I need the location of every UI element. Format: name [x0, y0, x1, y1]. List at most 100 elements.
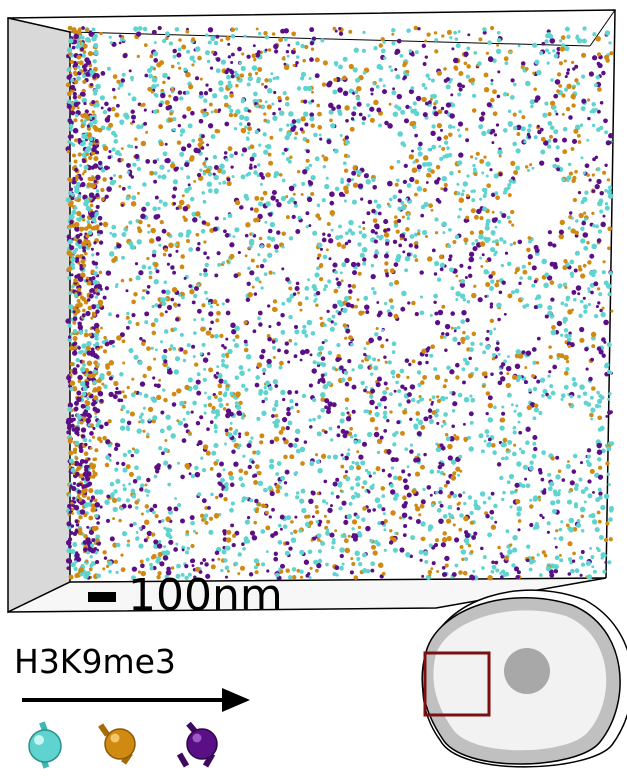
chromatin-bead [504, 61, 509, 66]
chromatin-bead [103, 556, 108, 560]
chromatin-bead [436, 136, 442, 142]
chromatin-bead [284, 101, 290, 107]
chromatin-bead [450, 459, 457, 465]
chromatin-bead [356, 298, 360, 302]
chromatin-bead [115, 150, 121, 156]
chromatin-bead [88, 332, 92, 337]
chromatin-bead [608, 537, 613, 542]
chromatin-bead [76, 498, 80, 502]
chromatin-bead [189, 289, 195, 295]
chromatin-bead [109, 231, 113, 235]
chromatin-bead [204, 157, 209, 161]
chromatin-bead [534, 297, 538, 301]
chromatin-bead [127, 144, 131, 148]
chromatin-bead [92, 59, 97, 64]
chromatin-bead [247, 266, 251, 270]
chromatin-bead [205, 573, 211, 579]
chromatin-bead [463, 501, 467, 506]
chromatin-bead [171, 88, 175, 92]
chromatin-bead [315, 459, 321, 464]
chromatin-bead [595, 546, 600, 551]
chromatin-bead [429, 353, 434, 358]
chromatin-bead [86, 471, 92, 477]
chromatin-bead [307, 278, 311, 282]
chromatin-bead [442, 531, 447, 536]
chromatin-bead [95, 559, 100, 565]
chromatin-bead [592, 490, 595, 494]
chromatin-bead [591, 565, 595, 569]
chromatin-bead [210, 134, 216, 139]
chromatin-bead [363, 409, 368, 414]
chromatin-bead [360, 197, 364, 201]
chromatin-bead [180, 166, 184, 171]
chromatin-bead [603, 319, 609, 326]
chromatin-bead [332, 26, 337, 31]
chromatin-bead [531, 265, 537, 271]
chromatin-bead [67, 323, 72, 328]
chromatin-bead [185, 410, 191, 416]
chromatin-bead [549, 384, 554, 389]
chromatin-bead [255, 450, 261, 456]
chromatin-bead [168, 534, 173, 540]
chromatin-bead [330, 228, 334, 232]
chromatin-bead [308, 520, 314, 526]
chromatin-bead [233, 461, 239, 467]
chromatin-bead [199, 77, 203, 81]
chromatin-bead [477, 297, 483, 303]
chromatin-bead [604, 205, 610, 211]
chromatin-bead [388, 204, 392, 208]
chromatin-bead [317, 467, 323, 474]
chromatin-bead [170, 566, 175, 570]
chromatin-bead [380, 343, 385, 349]
chromatin-bead [176, 140, 182, 145]
chromatin-bead [418, 513, 422, 517]
chromatin-bead [392, 87, 396, 91]
chromatin-bead [253, 170, 258, 175]
chromatin-bead [159, 312, 164, 317]
chromatin-bead [427, 527, 432, 532]
chromatin-bead [273, 436, 280, 442]
chromatin-bead [383, 232, 390, 238]
chromatin-bead [242, 546, 246, 551]
chromatin-bead [258, 280, 262, 284]
chromatin-bead [420, 380, 425, 385]
chromatin-bead [369, 417, 376, 423]
chromatin-bead [517, 411, 523, 418]
chromatin-bead [131, 195, 137, 201]
chromatin-bead [407, 473, 411, 477]
chromatin-bead [555, 112, 559, 116]
chromatin-bead [280, 312, 285, 318]
chromatin-bead [275, 198, 279, 203]
chromatin-bead [287, 43, 291, 47]
chromatin-bead [119, 38, 123, 42]
chromatin-bead [106, 66, 111, 71]
chromatin-bead [128, 277, 133, 282]
chromatin-bead [67, 201, 74, 208]
chromatin-bead [532, 386, 538, 392]
chromatin-bead [111, 224, 117, 230]
chromatin-bead [487, 395, 493, 401]
chromatin-bead [165, 556, 169, 560]
chromatin-bead [607, 410, 612, 415]
chromatin-bead [286, 123, 290, 127]
chromatin-bead [395, 74, 401, 80]
chromatin-bead [68, 510, 72, 514]
chromatin-bead [583, 500, 587, 504]
chromatin-bead [150, 346, 154, 350]
chromatin-bead [141, 206, 147, 212]
chromatin-bead [224, 157, 229, 162]
chromatin-bead [604, 130, 609, 135]
chromatin-bead [263, 118, 268, 123]
chromatin-bead [496, 43, 500, 47]
chromatin-bead [179, 400, 185, 407]
chromatin-bead [547, 112, 552, 117]
chromatin-bead [167, 369, 173, 375]
chromatin-bead [490, 247, 496, 253]
chromatin-bead [330, 504, 333, 508]
chromatin-bead [103, 384, 108, 389]
chromatin-bead [583, 309, 588, 314]
chromatin-bead [247, 464, 252, 470]
chromatin-bead [368, 337, 374, 344]
chromatin-bead [272, 271, 276, 275]
chromatin-bead [419, 270, 424, 275]
